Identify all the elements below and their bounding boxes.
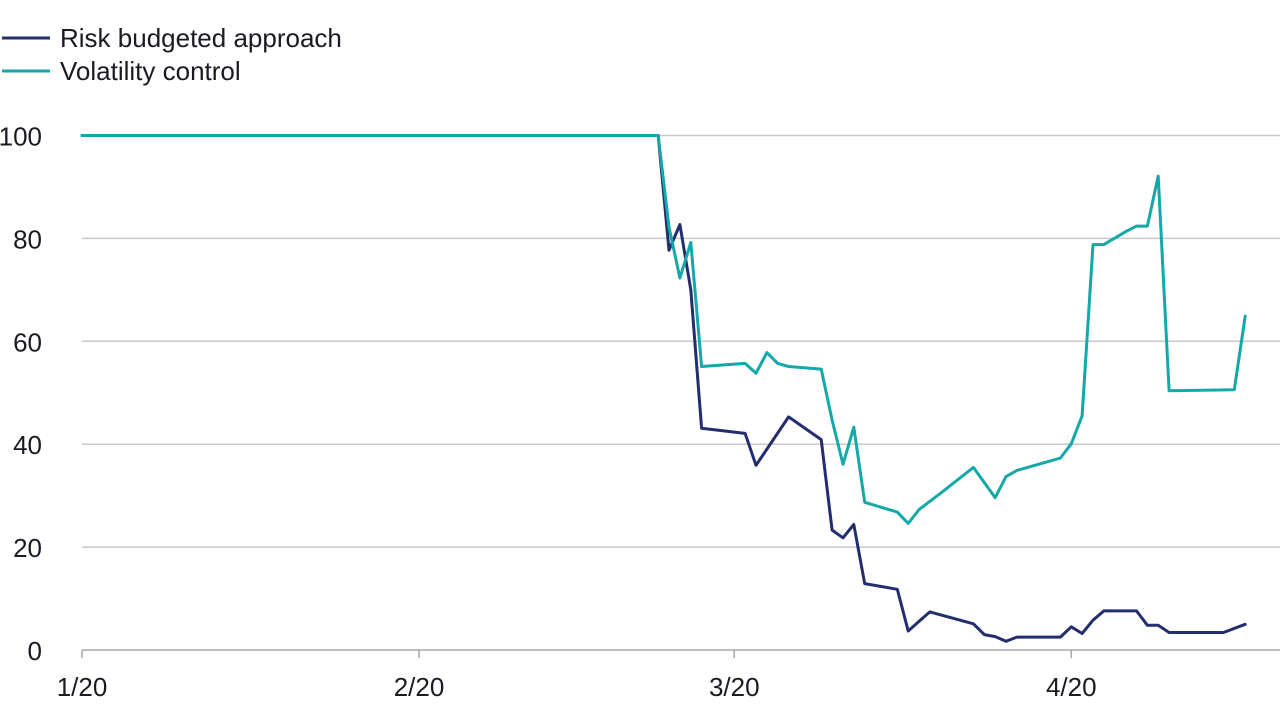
series-lines <box>80 134 1247 643</box>
x-tick-label: 3/20 <box>709 672 760 702</box>
y-axis-tick-labels: 0 20 40 60 80 100 <box>0 122 42 667</box>
legend-label: Volatility control <box>60 56 241 86</box>
x-tick-label: 1/20 <box>57 672 108 702</box>
gridlines <box>82 134 1280 548</box>
legend-label: Risk budgeted approach <box>60 23 342 53</box>
y-tick-label: 0 <box>28 636 42 666</box>
x-tick-label: 4/20 <box>1046 672 1097 702</box>
y-tick-label: 100 <box>0 122 42 152</box>
x-axis <box>81 649 1280 658</box>
series-line-volatility-control <box>80 134 1247 525</box>
y-tick-label: 20 <box>13 533 42 563</box>
y-tick-label: 60 <box>13 327 42 357</box>
x-tick-label: 2/20 <box>394 672 445 702</box>
y-tick-label: 80 <box>13 224 42 254</box>
series-line-risk-budgeted <box>80 134 1247 643</box>
y-tick-label: 40 <box>13 430 42 460</box>
x-axis-tick-labels: 1/20 2/20 3/20 4/20 <box>57 672 1097 702</box>
